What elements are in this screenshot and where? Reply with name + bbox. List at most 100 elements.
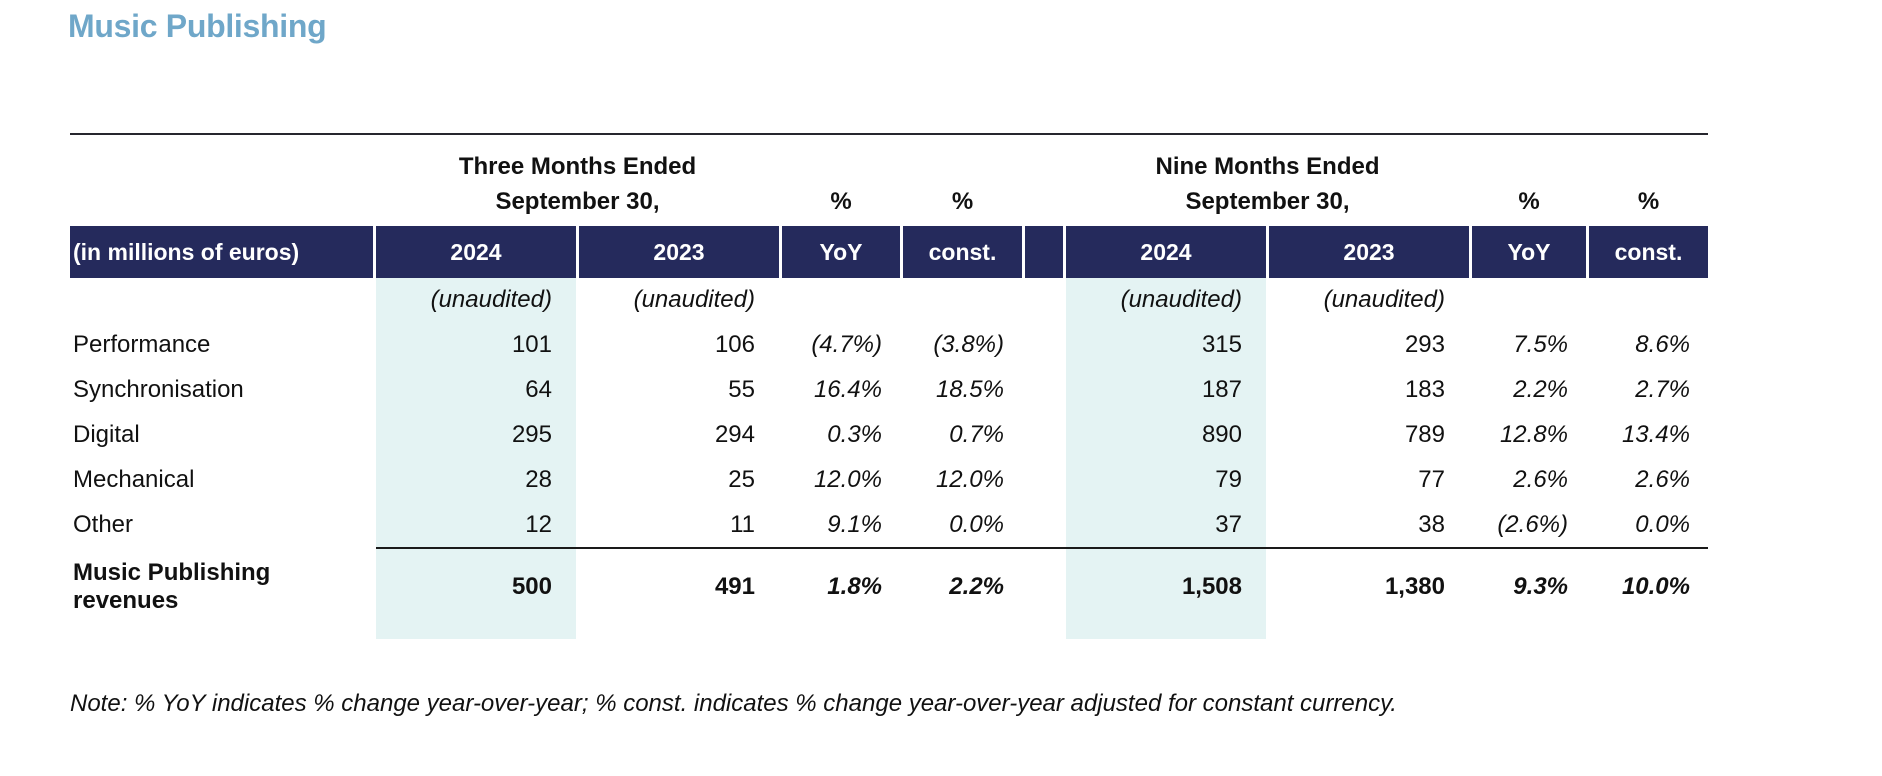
spacer-cell <box>1025 627 1063 639</box>
cell: 12.0% <box>935 466 1004 493</box>
cell: (2.6%) <box>1497 511 1568 538</box>
empty-cell <box>1269 627 1469 639</box>
cell: 28 <box>376 457 576 502</box>
group-header-line1: Three Months Ended <box>458 153 697 180</box>
unaudited-label: (unaudited) <box>633 286 755 313</box>
cell: 295 <box>376 412 576 457</box>
cell: 25 <box>728 466 755 493</box>
table-row-other: Other 12 11 9.1% 0.0% 37 38 (2.6%) 0.0% <box>70 502 1708 547</box>
cell: 12.8% <box>1499 421 1568 448</box>
pct-header-const: % <box>951 188 974 215</box>
spacer-cell <box>1025 502 1063 547</box>
cell: (4.7%) <box>811 331 882 358</box>
cell: 890 <box>1066 412 1266 457</box>
cell: 2.2% <box>1513 376 1568 403</box>
cell: 10.0% <box>1621 573 1690 600</box>
empty-cell <box>1589 627 1708 639</box>
col-header-2024: 2024 <box>376 226 576 278</box>
cell: 9.3% <box>1513 573 1568 600</box>
empty-cell <box>782 278 900 322</box>
spacer-cell <box>1025 278 1063 322</box>
cell: 2.7% <box>1635 376 1690 403</box>
table-row-performance: Performance 101 106 (4.7%) (3.8%) 315 29… <box>70 322 1708 367</box>
col-header-2023: 2023 <box>579 226 779 278</box>
cell: (3.8%) <box>933 331 1004 358</box>
table-header-row: (in millions of euros) 2024 2023 YoY con… <box>70 226 1708 278</box>
cell: 500 <box>376 547 576 627</box>
col-header-const: const. <box>1589 226 1708 278</box>
group-header-line2: September 30, <box>495 188 660 215</box>
units-label: (in millions of euros) <box>70 226 373 278</box>
cell: 1,508 <box>1066 547 1266 627</box>
spacer-cell <box>1025 457 1063 502</box>
cell: 11 <box>730 511 755 538</box>
page-title: Music Publishing <box>68 8 327 44</box>
table-row-synchronisation: Synchronisation 64 55 16.4% 18.5% 187 18… <box>70 367 1708 412</box>
highlight-cell <box>1066 627 1266 639</box>
row-label: Other <box>73 511 134 538</box>
cell: 18.5% <box>935 376 1004 403</box>
unaudited-label: (unaudited) <box>1323 286 1445 313</box>
cell: 12.0% <box>813 466 882 493</box>
cell: 13.4% <box>1621 421 1690 448</box>
cell: 101 <box>376 322 576 367</box>
cell: 106 <box>714 331 755 358</box>
table-group-header-row: Three Months Ended September 30, % % Nin… <box>70 135 1708 226</box>
table-row-digital: Digital 295 294 0.3% 0.7% 890 789 12.8% … <box>70 412 1708 457</box>
empty-cell <box>1589 278 1708 322</box>
cell: 37 <box>1066 502 1266 547</box>
cell: 0.0% <box>949 511 1004 538</box>
col-header-const: const. <box>903 226 1022 278</box>
col-header-2023: 2023 <box>1269 226 1469 278</box>
cell: 0.7% <box>949 421 1004 448</box>
empty-cell <box>579 627 779 639</box>
cell: 1.8% <box>827 573 882 600</box>
col-header-yoy: YoY <box>1472 226 1586 278</box>
unaudited-label: (unaudited) <box>376 278 576 322</box>
empty-cell <box>70 627 373 639</box>
group-header-three-months: Three Months Ended September 30, <box>376 149 779 226</box>
row-label: Performance <box>73 331 211 358</box>
cell: 293 <box>1404 331 1445 358</box>
cell: 187 <box>1066 367 1266 412</box>
cell: 79 <box>1066 457 1266 502</box>
row-label: Synchronisation <box>73 376 244 403</box>
total-divider-line <box>376 547 1708 549</box>
empty-cell <box>70 278 373 322</box>
highlight-extension-row <box>70 627 1708 639</box>
spacer-cell <box>1025 226 1063 278</box>
unaudited-label: (unaudited) <box>1066 278 1266 322</box>
cell: 1,380 <box>1384 573 1445 600</box>
empty-cell <box>903 627 1022 639</box>
cell: 38 <box>1418 511 1445 538</box>
cell: 55 <box>728 376 755 403</box>
group-header-nine-months: Nine Months Ended September 30, <box>1066 149 1469 226</box>
cell: 183 <box>1404 376 1445 403</box>
unaudited-row: (unaudited) (unaudited) (unaudited) (una… <box>70 278 1708 322</box>
col-header-yoy: YoY <box>782 226 900 278</box>
total-row: Music Publishing revenues 500 491 1.8% 2… <box>70 547 1708 627</box>
cell: 2.6% <box>1513 466 1568 493</box>
cell: 294 <box>714 421 755 448</box>
cell: 7.5% <box>1513 331 1568 358</box>
cell: 16.4% <box>813 376 882 403</box>
pct-header-const: % <box>1637 188 1660 215</box>
row-label: Mechanical <box>73 466 195 493</box>
empty-cell <box>1472 627 1586 639</box>
cell: 0.0% <box>1635 511 1690 538</box>
cell: 9.1% <box>827 511 882 538</box>
cell: 491 <box>714 573 755 600</box>
spacer-cell <box>1025 547 1063 627</box>
total-label: Music Publishing revenues <box>73 559 271 614</box>
pct-header-yoy: % <box>1518 188 1540 215</box>
cell: 2.6% <box>1635 466 1690 493</box>
pct-header-yoy: % <box>830 188 852 215</box>
highlight-cell <box>376 627 576 639</box>
cell: 64 <box>376 367 576 412</box>
financial-table: Three Months Ended September 30, % % Nin… <box>70 133 1708 639</box>
cell: 789 <box>1404 421 1445 448</box>
cell: 12 <box>376 502 576 547</box>
spacer-cell <box>1025 367 1063 412</box>
cell: 315 <box>1066 322 1266 367</box>
